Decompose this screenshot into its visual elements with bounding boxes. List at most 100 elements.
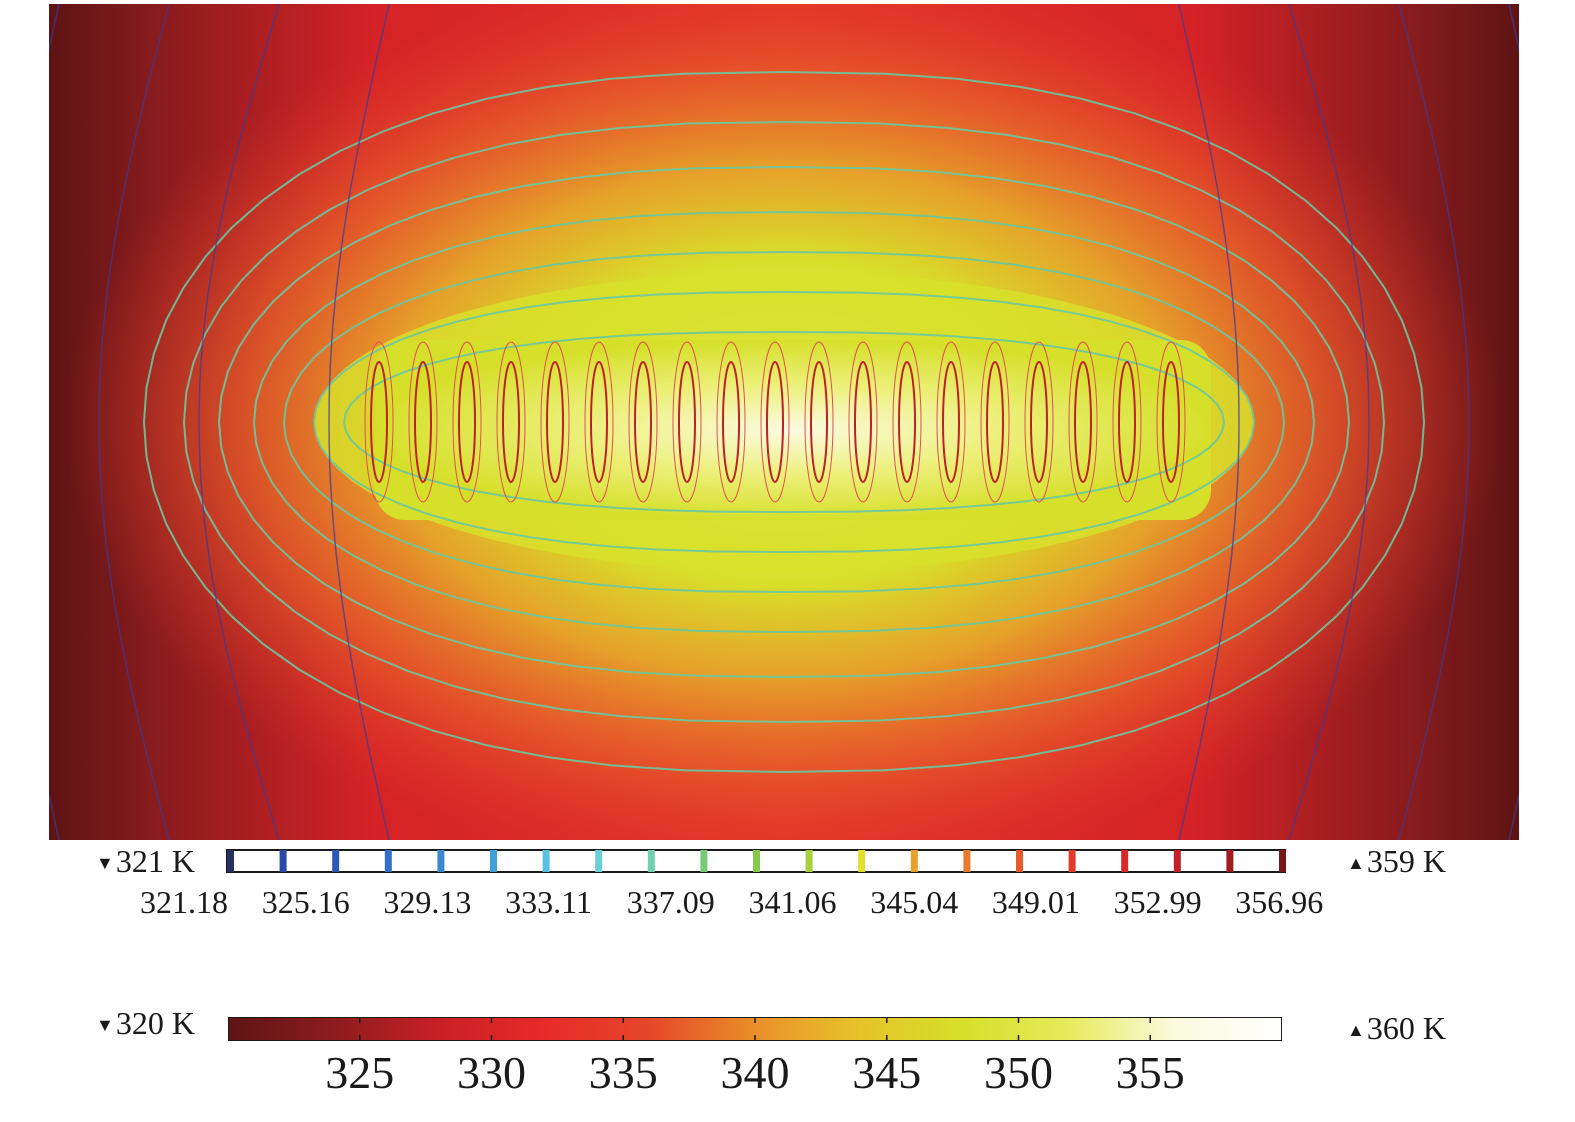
contour-level-label: 341.06	[748, 884, 837, 920]
isotherm-contour	[217, 165, 1351, 679]
heater-element-contour	[628, 341, 658, 503]
surface-min-text: 320 K	[115, 1005, 195, 1041]
isotherm-contour	[198, 4, 280, 840]
heater-element-contour	[1068, 341, 1098, 503]
contour-level-swatch	[1173, 850, 1181, 872]
contour-level-swatch	[595, 850, 603, 872]
contour-level-swatch	[1016, 850, 1023, 872]
heater-element	[1030, 361, 1048, 483]
temperature-heatmap	[49, 4, 1519, 840]
heater-element	[414, 361, 432, 483]
heater-element-contour	[496, 341, 526, 503]
contour-level-swatch	[1068, 850, 1076, 872]
down-triangle-icon: ▼	[96, 1015, 114, 1035]
color-tick-label: 340	[720, 1047, 790, 1098]
contour-level-swatch	[437, 850, 445, 872]
contour-level-swatch	[332, 850, 340, 872]
contour-level-swatch	[542, 850, 550, 872]
color-tick-label: 350	[984, 1047, 1053, 1098]
heater-element-contour	[408, 341, 438, 503]
heater-element	[1074, 361, 1092, 483]
isotherm-contour	[1288, 4, 1370, 840]
contour-level-label: 349.01	[991, 884, 1080, 920]
contour-level-swatch	[753, 850, 760, 872]
contour-min-label: ▼321 K	[96, 843, 195, 880]
heater-element	[722, 361, 740, 483]
contour-level-swatch	[279, 850, 287, 872]
contour-level-label: 352.99	[1113, 884, 1202, 920]
isotherm-contour	[342, 330, 1226, 514]
heater-element-contour	[936, 341, 966, 503]
contour-level-label: 321.18	[140, 884, 228, 920]
up-triangle-icon: ▲	[1347, 1020, 1365, 1040]
color-legend-bar	[228, 1017, 1282, 1041]
color-tick-label: 325	[325, 1047, 395, 1098]
heater-element	[1162, 361, 1180, 483]
heater-element	[942, 361, 960, 483]
contour-level-labels: 321.18 325.16 329.13 333.11 337.09 341.06 345.…	[140, 884, 1360, 924]
contour-level-swatch	[490, 850, 497, 872]
isotherm-contour	[328, 4, 390, 840]
contour-min-text: 321 K	[115, 843, 195, 879]
contour-legend-bar	[226, 849, 1286, 873]
heater-element-contour	[1024, 341, 1054, 503]
color-legend-svg	[228, 1017, 1282, 1041]
contour-level-swatch	[805, 850, 813, 872]
contour-level-swatch	[858, 850, 866, 872]
contour-max-text: 359 K	[1366, 843, 1446, 879]
contour-level-swatch	[1121, 850, 1129, 872]
contour-level-label: 333.11	[505, 884, 592, 920]
heater-element-contour	[584, 341, 614, 503]
isotherm-contour	[282, 250, 1286, 594]
surface-max-label: ▲360 K	[1347, 1010, 1446, 1047]
contour-level-swatch	[963, 850, 971, 872]
contour-max-label: ▲359 K	[1347, 843, 1446, 880]
down-triangle-icon: ▼	[96, 853, 114, 873]
isotherm-contour	[98, 4, 170, 840]
heater-element	[854, 361, 872, 483]
surface-min-label: ▼320 K	[96, 1005, 195, 1042]
surface-tick-labels: 325 330 335 340 345 350 355	[228, 1046, 1282, 1106]
contour-level-swatch	[1279, 850, 1286, 872]
heater-element	[898, 361, 916, 483]
isotherm-contour	[1398, 4, 1470, 840]
contour-level-swatch	[384, 850, 392, 872]
heater-element-contour	[980, 341, 1010, 503]
color-tick-label: 330	[457, 1047, 526, 1098]
color-tick-label: 355	[1115, 1047, 1185, 1098]
heater-element-contour	[1156, 341, 1186, 503]
heater-element-contour	[892, 341, 922, 503]
isotherm-contour	[182, 120, 1386, 724]
contour-level-label: 325.16	[261, 884, 350, 920]
heatmap-svg	[49, 4, 1519, 840]
up-triangle-icon: ▲	[1347, 853, 1365, 873]
heater-element-contour	[848, 341, 878, 503]
isotherm-contour	[142, 70, 1426, 774]
contour-legend-svg	[226, 849, 1286, 873]
surface-max-text: 360 K	[1366, 1010, 1446, 1046]
contour-level-swatch	[700, 850, 708, 872]
contour-level-swatch	[910, 850, 918, 872]
heater-element	[986, 361, 1004, 483]
heater-element-contour	[804, 341, 834, 503]
color-tick-label: 335	[588, 1047, 658, 1098]
contour-level-label: 337.09	[626, 884, 715, 920]
heater-element	[370, 361, 388, 483]
contour-level-label: 356.96	[1235, 884, 1324, 920]
heater-element-contour	[364, 341, 394, 503]
heater-element	[546, 361, 564, 483]
heater-element-contour	[672, 341, 702, 503]
heater-element	[634, 361, 652, 483]
heater-element-contour	[1112, 341, 1142, 503]
heater-element	[678, 361, 696, 483]
heater-element	[590, 361, 608, 483]
isotherm-contour	[252, 210, 1316, 634]
heater-element	[458, 361, 476, 483]
contour-level-swatch	[1226, 850, 1234, 872]
heater-element	[502, 361, 520, 483]
heater-element-contour	[452, 341, 482, 503]
isotherm-contour	[312, 290, 1256, 554]
color-tick-label: 345	[852, 1047, 922, 1098]
heater-element	[766, 361, 784, 483]
heater-element-contour	[540, 341, 570, 503]
